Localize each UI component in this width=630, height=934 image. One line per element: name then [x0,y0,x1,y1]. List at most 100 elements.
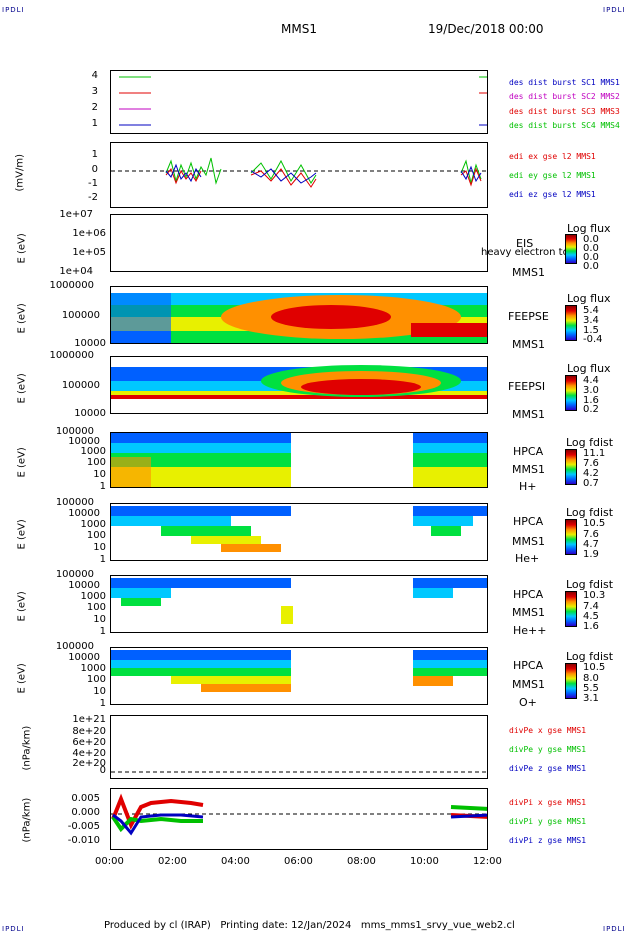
divpe-ytick: 1e+21 [72,714,106,725]
feepsi-panel [110,356,488,414]
feepse-label: FEEPSE [508,310,549,323]
hpca-o-ylabel: E (eV) [16,663,28,694]
eis-ytick: 1e+04 [59,266,93,277]
hpca-o-species: O+ [519,696,537,709]
hpca-hepp-ytick: 1000 [80,591,106,602]
corner-logo-tr: IPDLI [603,6,626,14]
hpca-h-cbar-value: 0.7 [583,478,599,489]
feepsi-ytick: 10000 [74,408,106,419]
hpca-h-species: H+ [519,480,537,493]
x-tick: 04:00 [221,856,250,867]
edi-legend: edi ey gse l2 MMS1 [509,171,596,180]
eis-ylabel: E (eV) [16,233,28,264]
divpi-ylabel: (nPa/km) [21,797,33,843]
hpca-he-cbar-value: 1.9 [583,549,599,560]
feepse-cbar-value: -0.4 [583,334,603,345]
edi-legend: edi ex gse l2 MMS1 [509,152,596,161]
hpca-o-cbar-value: 3.1 [583,693,599,704]
hpca-h-cbar-value: 4.2 [583,468,599,479]
hpca-o-cbar-value: 8.0 [583,673,599,684]
x-tick: 08:00 [347,856,376,867]
feepse-ytick: 10000 [74,338,106,349]
burst-legend: des dist burst SC4 MMS4 [509,121,620,130]
hpca-hepp-ytick: 100000 [55,569,94,580]
divpe-plot [111,771,487,773]
hpca-hepp-cbar-value: 10.3 [583,590,606,601]
hpca-hepp-panel [110,575,488,633]
divpi-ytick: -0.010 [67,835,100,846]
divpe-legend: divPe y gse MMS1 [509,745,587,754]
hpca-he-ytick: 1000 [80,519,106,530]
hpca-hepp-cbar-value: 4.5 [583,611,599,622]
hpca-he-species: He+ [515,552,540,565]
feepse-spectrogram [111,287,487,343]
hpca-o-ytick: 10 [93,686,106,697]
hpca-h-ytick: 1000 [80,446,106,457]
x-tick: 06:00 [284,856,313,867]
eis-cbar-value: 0.0 [583,261,599,272]
hpca-hepp-cbar-value: 1.6 [583,621,599,632]
hpca-o-label: HPCA [513,659,544,672]
edi-panel [110,142,488,208]
hpca-o-ytick: 10000 [68,652,100,663]
divpe-ytick: 4e+20 [72,748,106,759]
eis-cbar-value: 0.0 [583,234,599,245]
hpca-h-spectrogram [111,433,487,487]
feepsi-spectrogram [111,365,487,399]
eis-label: MMS1 [512,266,545,279]
eis-cbar-value: 0.0 [583,243,599,254]
hpca-hepp-ytick: 100 [86,602,106,613]
hpca-o-ytick: 1 [99,698,106,709]
eis-ytick: 1e+07 [59,209,93,220]
eis-cbar-title: Log flux [567,222,611,235]
feepsi-label: FEEPSI [508,380,546,393]
hpca-he-cbar-title: Log fdist [566,506,614,519]
hpca-hepp-ytick: 10 [93,614,106,625]
corner-logo-bl: IPDLI [2,925,25,933]
burst-legend: des dist burst SC2 MMS2 [509,92,620,101]
hpca-hepp-colorbar [565,591,577,627]
hpca-hepp-cbar-title: Log fdist [566,578,614,591]
divpe-ytick: 0 [99,765,106,776]
edi-ytick: -1 [88,178,98,189]
hpca-he-panel [110,503,488,561]
hpca-he-ytick: 100 [86,530,106,541]
divpi-ytick: -0.005 [67,821,100,832]
hpca-hepp-ytick: 10000 [68,580,100,591]
hpca-o-ytick: 1000 [80,663,106,674]
feepsi-cbar-value: 3.0 [583,385,599,396]
divpe-panel [110,715,488,779]
edi-legend: edi ez gse l2 MMS1 [509,190,596,199]
hpca-he-ytick: 1 [99,554,106,565]
hpca-hepp-label: HPCA [513,588,544,601]
edi-plot [111,157,487,188]
hpca-h-cbar-title: Log fdist [566,436,614,449]
hpca-he-label: HPCA [513,515,544,528]
hpca-h-colorbar [565,449,577,485]
divpe-ytick: 6e+20 [72,737,106,748]
date-title: 19/Dec/2018 00:00 [428,22,544,36]
hpca-hepp-cbar-value: 7.4 [583,601,599,612]
x-tick: 10:00 [410,856,439,867]
x-tick: 00:00 [95,856,124,867]
feepsi-cbar-title: Log flux [567,362,611,375]
hpca-o-ytick: 100000 [55,641,94,652]
burst-legend: des dist burst SC3 MMS3 [509,107,620,116]
edi-ytick: -2 [88,192,98,203]
corner-logo-tl: IPDLI [2,6,25,14]
divpe-ytick: 2e+20 [72,758,106,769]
divpi-legend: divPi z gse MMS1 [509,836,587,845]
hpca-h-cbar-value: 11.1 [583,448,606,459]
hpca-o-cbar-value: 5.5 [583,683,599,694]
feepsi-ylabel: E (eV) [16,373,28,404]
divpi-ytick: 0.005 [71,793,100,804]
hpca-o-cbar-value: 10.5 [583,662,606,673]
hpca-he-spectrogram [111,506,487,552]
feepsi-colorbar [565,375,577,411]
hpca-he-cbar-value: 4.7 [583,539,599,550]
hpca-he-colorbar [565,519,577,555]
hpca-h-ytick: 10 [93,469,106,480]
divpe-ytick: 8e+20 [72,726,106,737]
burst-plot [119,76,487,126]
feepse-colorbar [565,305,577,341]
